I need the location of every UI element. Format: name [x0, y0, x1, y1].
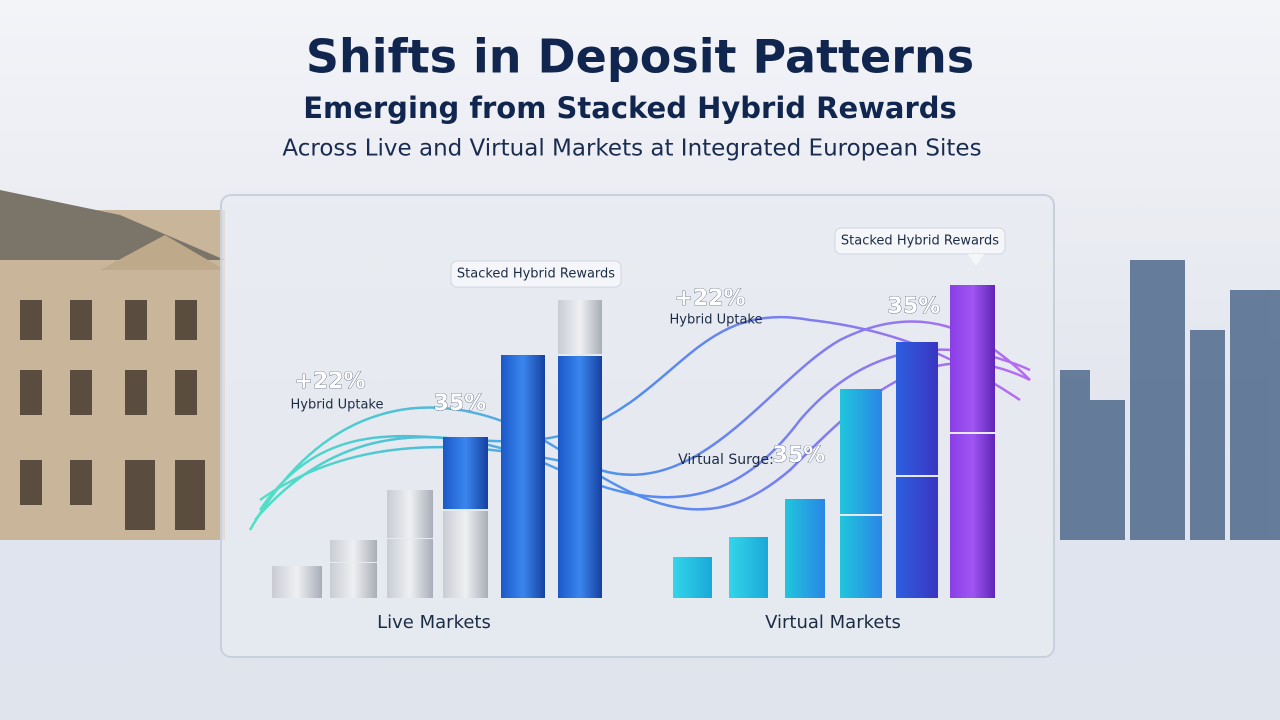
description: Across Live and Virtual Markets at Integ… [282, 136, 981, 162]
live-bars [272, 300, 602, 598]
group-label: Virtual Markets [765, 612, 901, 633]
growth: +22% [674, 286, 745, 311]
group-label: Live Markets [377, 612, 491, 633]
callout-pointer [968, 254, 984, 266]
callout: Stacked Hybrid Rewards [841, 234, 999, 249]
callout-box [450, 260, 622, 288]
city [1060, 260, 1280, 540]
title: Shifts in Deposit Patterns [306, 30, 974, 84]
surge: 35% [773, 443, 826, 468]
virtual-bars [673, 285, 995, 598]
growth: +22% [294, 369, 365, 394]
callout-box [834, 227, 1006, 255]
surge-label: Virtual Surge: [678, 452, 774, 468]
subtitle: Emerging from Stacked Hybrid Rewards [303, 91, 957, 125]
share: 35% [888, 294, 941, 319]
building [0, 190, 225, 540]
growth-label: Hybrid Uptake [291, 398, 384, 413]
callout: Stacked Hybrid Rewards [457, 267, 615, 282]
share: 35% [434, 391, 487, 416]
growth-label: Hybrid Uptake [670, 313, 763, 328]
